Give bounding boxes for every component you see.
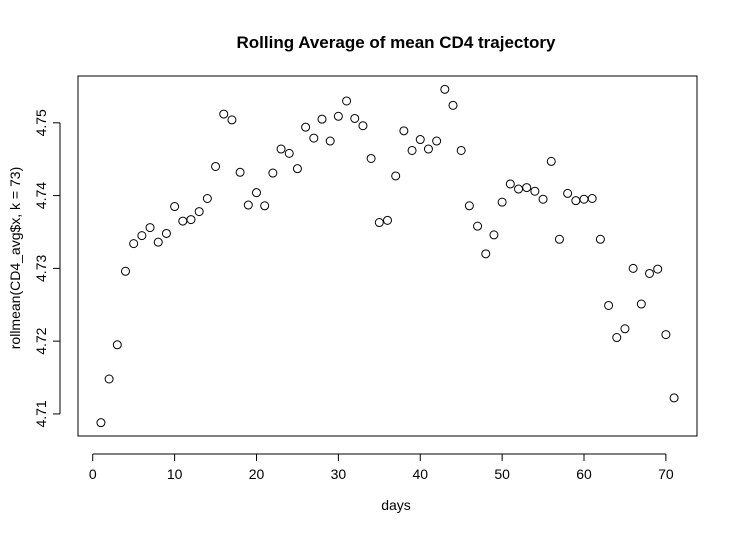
- data-point: [653, 264, 663, 274]
- x-axis-label: days: [381, 497, 411, 513]
- data-point: [497, 197, 507, 207]
- data-point: [260, 201, 270, 211]
- data-point: [202, 194, 212, 204]
- data-point: [276, 144, 286, 154]
- data-point: [415, 135, 425, 145]
- chart-title: Rolling Average of mean CD4 trajectory: [237, 33, 557, 52]
- data-point: [391, 171, 401, 181]
- data-point: [235, 167, 245, 177]
- data-point: [211, 161, 221, 171]
- data-point: [96, 418, 106, 428]
- data-point: [399, 126, 409, 136]
- data-point: [251, 188, 261, 198]
- data-point: [219, 109, 229, 119]
- data-point: [464, 201, 474, 211]
- data-point: [137, 231, 147, 241]
- data-point: [268, 168, 278, 178]
- x-tick-label: 50: [494, 466, 510, 482]
- data-point: [342, 96, 352, 106]
- data-point: [456, 145, 466, 155]
- data-point: [554, 234, 564, 244]
- data-point: [620, 324, 630, 334]
- data-point: [366, 153, 376, 163]
- plot-frame: [77, 75, 698, 437]
- data-point: [145, 223, 155, 233]
- data-point: [538, 194, 548, 204]
- data-point: [473, 221, 483, 231]
- data-point: [669, 393, 679, 403]
- data-point: [317, 114, 327, 124]
- data-point: [563, 188, 573, 198]
- data-point: [489, 230, 499, 240]
- data-point: [530, 186, 540, 196]
- data-point: [292, 164, 302, 174]
- y-tick-label: 4.71: [33, 400, 49, 427]
- data-point: [112, 340, 122, 350]
- y-axis-label: rollmean(CD4_avg$x, k = 73): [7, 167, 23, 349]
- data-point: [243, 200, 253, 210]
- data-point: [325, 136, 335, 146]
- data-point: [645, 268, 655, 278]
- data-point: [284, 148, 294, 158]
- data-points: [96, 84, 679, 428]
- data-point: [432, 136, 442, 146]
- data-point: [194, 207, 204, 217]
- x-tick-label: 60: [576, 466, 592, 482]
- data-point: [522, 183, 532, 193]
- data-point: [546, 156, 556, 166]
- x-axis: 0 10 20 30 40 50 60 70: [89, 453, 674, 482]
- data-point: [604, 300, 614, 310]
- data-point: [358, 121, 368, 131]
- y-tick-label: 4.72: [33, 327, 49, 354]
- data-point: [481, 249, 491, 259]
- x-tick-label: 0: [89, 466, 97, 482]
- y-tick-label: 4.75: [33, 109, 49, 136]
- data-point: [383, 215, 392, 225]
- data-point: [178, 216, 188, 226]
- data-point: [407, 145, 417, 155]
- data-point: [448, 100, 458, 110]
- data-point: [161, 228, 171, 238]
- x-tick-label: 30: [331, 466, 347, 482]
- data-point: [170, 202, 180, 212]
- x-tick-label: 40: [412, 466, 428, 482]
- data-point: [153, 237, 163, 247]
- y-axis: 4.71 4.72 4.73 4.74 4.75: [33, 109, 61, 428]
- data-point: [333, 111, 343, 121]
- x-tick-label: 20: [249, 466, 265, 482]
- data-point: [129, 239, 139, 249]
- data-point: [612, 333, 622, 343]
- data-point: [595, 234, 605, 244]
- data-point: [579, 194, 589, 204]
- y-tick-label: 4.73: [33, 255, 49, 282]
- data-point: [440, 84, 450, 94]
- x-tick-label: 70: [658, 466, 674, 482]
- data-point: [661, 330, 671, 340]
- data-point: [120, 266, 130, 276]
- data-point: [636, 299, 646, 309]
- data-point: [301, 122, 311, 132]
- x-tick-label: 10: [167, 466, 183, 482]
- data-point: [628, 263, 638, 273]
- y-tick-label: 4.74: [33, 182, 49, 209]
- data-point: [374, 218, 384, 228]
- data-point: [350, 113, 360, 123]
- data-point: [423, 144, 433, 154]
- data-point: [505, 179, 515, 189]
- data-point: [571, 196, 581, 206]
- data-point: [104, 374, 114, 384]
- data-point: [309, 133, 319, 143]
- data-point: [227, 115, 237, 125]
- data-point: [587, 194, 597, 204]
- data-point: [186, 215, 196, 225]
- data-point: [514, 184, 524, 194]
